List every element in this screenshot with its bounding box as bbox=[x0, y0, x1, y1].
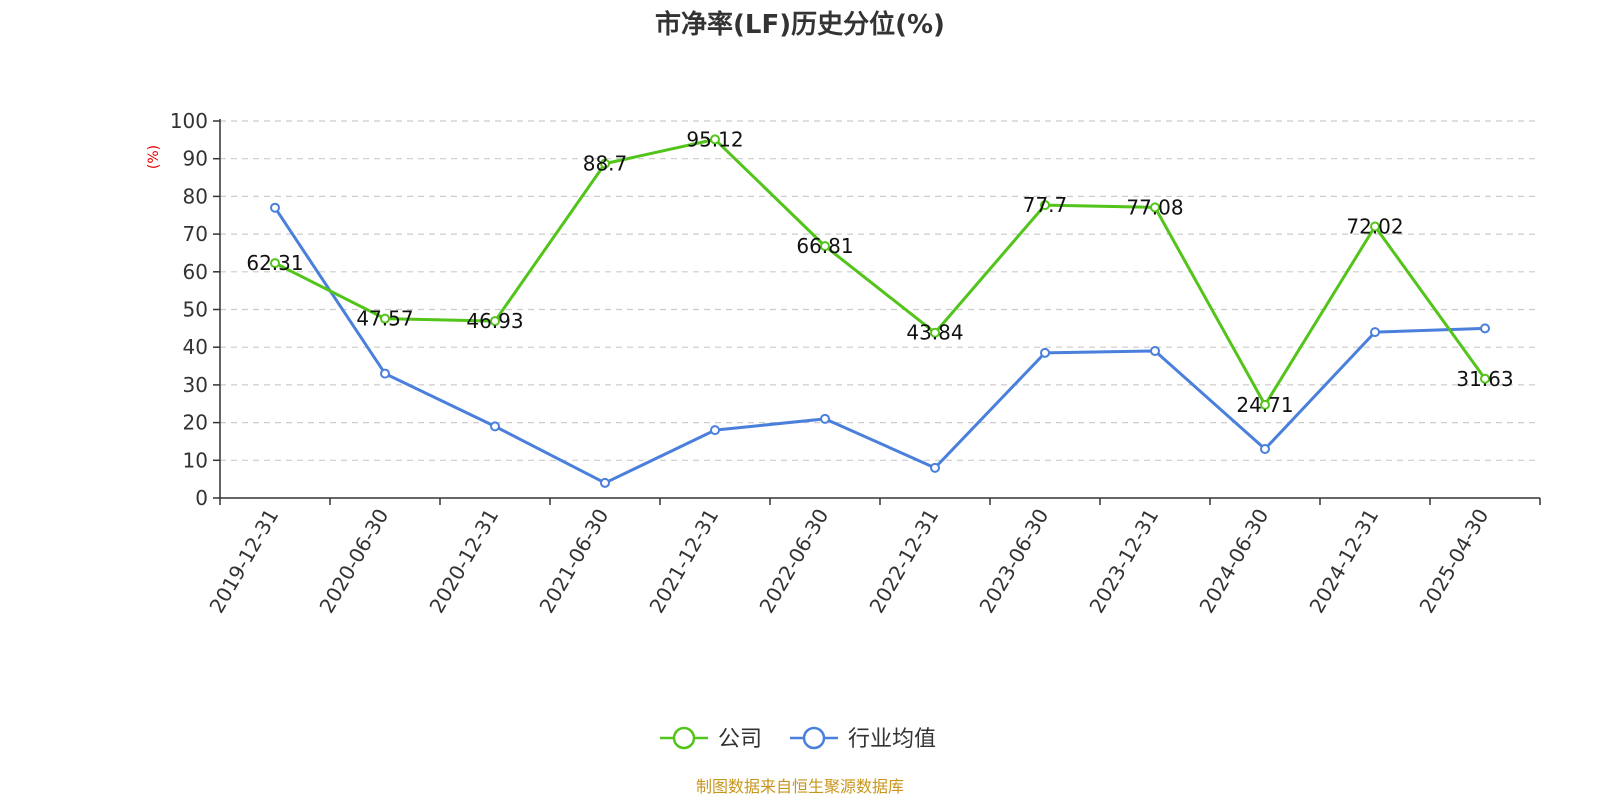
x-tick-label-2020-12-31: 2020-12-31 bbox=[424, 505, 503, 618]
data-label-0-8: 77.08 bbox=[1126, 195, 1183, 219]
y-tick-label-60: 60 bbox=[183, 260, 208, 284]
series-0-point-3 bbox=[600, 158, 610, 169]
series-1-point-0 bbox=[270, 202, 280, 213]
x-tick-label-2022-12-31: 2022-12-31 bbox=[864, 505, 943, 618]
y-tick-label-90: 90 bbox=[183, 147, 208, 171]
series-0-point-0 bbox=[270, 258, 280, 269]
data-label-0-5: 66.81 bbox=[796, 234, 853, 258]
legend-marker-industry-average bbox=[802, 726, 826, 750]
y-tick-label-0: 0 bbox=[195, 486, 208, 510]
series-1-point-10 bbox=[1370, 327, 1380, 338]
series-1-point-1 bbox=[380, 368, 390, 379]
series-line-0 bbox=[274, 137, 1487, 407]
series-1-point-8 bbox=[1150, 345, 1160, 356]
y-tick-label-70: 70 bbox=[183, 222, 208, 246]
data-label-0-4: 95.12 bbox=[686, 127, 743, 151]
legend-label-company: 公司 bbox=[718, 727, 762, 752]
series-1-point-6 bbox=[930, 462, 940, 473]
series-0-point-9 bbox=[1260, 399, 1270, 410]
data-label-0-2: 46.93 bbox=[466, 309, 523, 333]
x-tick-label-2021-06-30: 2021-06-30 bbox=[534, 505, 613, 618]
y-tick-label-100: 100 bbox=[170, 109, 208, 133]
y-tick-label-10: 10 bbox=[183, 448, 208, 472]
series-0-point-5 bbox=[820, 241, 830, 252]
legend-item-industry-average[interactable]: 行业均值 bbox=[790, 726, 936, 752]
x-tick-label-2023-06-30: 2023-06-30 bbox=[974, 505, 1053, 618]
x-tick-label-2024-06-30: 2024-06-30 bbox=[1194, 505, 1273, 618]
x-tick-label-2025-04-30: 2025-04-30 bbox=[1414, 505, 1493, 618]
series-0-point-8 bbox=[1150, 202, 1160, 213]
series-0-point-6 bbox=[930, 327, 940, 338]
x-tick-label-2019-12-31: 2019-12-31 bbox=[204, 505, 283, 618]
series-0-point-2 bbox=[490, 316, 500, 327]
source-note: 制图数据来自恒生聚源数据库 bbox=[696, 777, 904, 796]
series-1-point-7 bbox=[1040, 347, 1050, 358]
series-0-point-4 bbox=[710, 134, 720, 145]
legend-item-company[interactable]: 公司 bbox=[660, 726, 762, 752]
series-1-point-9 bbox=[1260, 443, 1270, 454]
legend-label-industry-average: 行业均值 bbox=[848, 727, 936, 752]
data-label-0-7: 77.7 bbox=[1023, 193, 1068, 217]
data-label-0-3: 88.7 bbox=[583, 152, 628, 176]
series-line-1 bbox=[273, 206, 1486, 485]
y-tick-label-80: 80 bbox=[183, 184, 208, 208]
y-axis-label: (%) bbox=[146, 145, 162, 169]
grid-lines bbox=[220, 120, 1540, 461]
series-lines bbox=[270, 134, 1490, 488]
series-0-point-11 bbox=[1480, 373, 1490, 384]
series-0-point-7 bbox=[1040, 200, 1050, 211]
data-label-0-9: 24.71 bbox=[1236, 393, 1293, 417]
series-1-point-3 bbox=[600, 477, 610, 488]
data-label-0-6: 43.84 bbox=[906, 321, 963, 345]
series-1-point-4 bbox=[710, 425, 720, 436]
legend: 公司 行业均值 bbox=[660, 726, 936, 752]
series-1-point-2 bbox=[490, 421, 500, 432]
chart-title: 市净率(LF)历史分位(%) bbox=[655, 9, 945, 40]
axes: 0 10 20 30 40 50 60 70 80 90 100 2019-12-31 2020-06-… bbox=[170, 109, 1541, 618]
data-labels: 62.31 47.57 46.93 88.7 95.12 66.81 43.84 77.7 77… bbox=[246, 127, 1513, 416]
data-label-0-0: 62.31 bbox=[246, 251, 303, 275]
series-1-point-11 bbox=[1480, 323, 1490, 334]
series-1-point-5 bbox=[820, 413, 830, 424]
data-label-0-1: 47.57 bbox=[356, 307, 413, 331]
x-tick-label-2020-06-30: 2020-06-30 bbox=[314, 505, 393, 618]
y-tick-label-40: 40 bbox=[183, 335, 208, 359]
data-label-0-10: 72.02 bbox=[1346, 214, 1403, 238]
x-tick-label-2021-12-31: 2021-12-31 bbox=[644, 505, 723, 618]
data-label-0-11: 31.63 bbox=[1456, 367, 1513, 391]
x-tick-label-2022-06-30: 2022-06-30 bbox=[754, 505, 833, 618]
x-tick-label-2024-12-31: 2024-12-31 bbox=[1304, 505, 1383, 618]
legend-marker-company bbox=[672, 726, 696, 750]
series-0-point-10 bbox=[1370, 221, 1380, 232]
x-tick-label-2023-12-31: 2023-12-31 bbox=[1084, 505, 1163, 618]
y-tick-label-20: 20 bbox=[183, 411, 208, 435]
series-0-point-1 bbox=[380, 313, 390, 324]
y-tick-label-30: 30 bbox=[183, 373, 208, 397]
y-tick-label-50: 50 bbox=[183, 298, 208, 322]
